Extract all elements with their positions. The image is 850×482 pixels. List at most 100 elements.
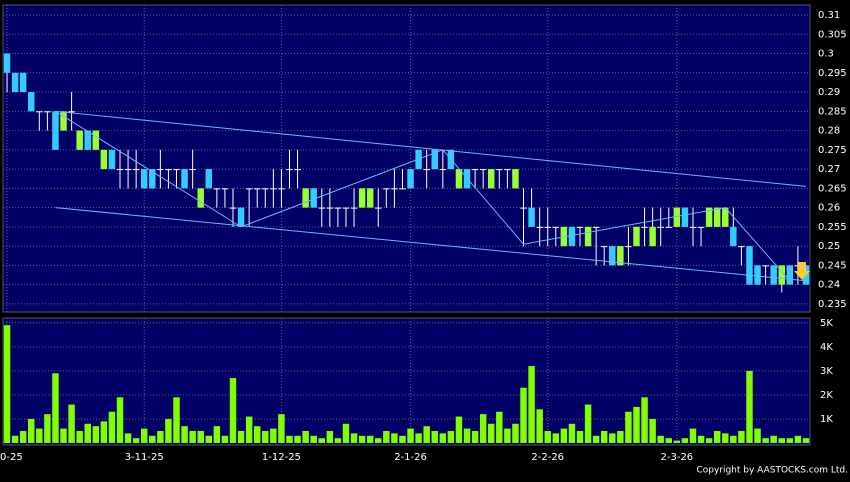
candle-body — [600, 246, 608, 248]
copyright: Copyright by AASTOCKS.com Ltd. — [696, 466, 848, 476]
x-tick-label: 2-3-26 — [661, 452, 694, 463]
candle-body — [375, 207, 382, 209]
y-tick-label: 0.265 — [818, 183, 847, 194]
volume-bar — [310, 435, 317, 443]
y-tick-label: 0.285 — [818, 106, 847, 117]
volume-bar — [181, 426, 188, 443]
volume-bar — [213, 426, 221, 443]
candle-body — [52, 111, 59, 150]
volume-bar — [407, 428, 414, 443]
volume-bar — [641, 397, 648, 443]
volume-bar — [625, 411, 632, 443]
volume-bar — [746, 370, 753, 443]
volume-bar — [84, 423, 91, 443]
candle-body — [253, 188, 261, 190]
candle-body — [568, 226, 576, 247]
candle-body — [536, 226, 543, 228]
volume-bar — [149, 435, 156, 443]
candle-body — [641, 226, 648, 228]
candle-body — [722, 207, 729, 227]
volume-tick-label: 4K — [820, 342, 833, 353]
candle-body — [310, 188, 317, 208]
volume-bar — [665, 438, 673, 443]
volume-bar — [633, 406, 640, 443]
volume-bar — [108, 411, 116, 443]
volume-bar — [697, 435, 705, 443]
candle-body — [479, 169, 487, 171]
candle-body — [730, 226, 737, 247]
volume-bar — [391, 433, 398, 443]
candle-body — [366, 188, 374, 208]
volume-bar — [649, 418, 656, 443]
volume-bar — [366, 435, 374, 443]
volume-bar — [358, 435, 366, 443]
candle-body — [592, 226, 600, 228]
candle-body — [318, 207, 325, 209]
volume-bar — [560, 428, 568, 443]
y-tick-label: 0.295 — [818, 68, 847, 79]
candle-body — [423, 169, 430, 171]
candle-body — [705, 207, 713, 227]
volume-bar — [342, 423, 350, 443]
candle-body — [44, 111, 51, 113]
volume-bar — [802, 438, 810, 443]
candle-body — [689, 226, 697, 228]
candle-body — [278, 188, 285, 190]
volume-bar — [512, 423, 519, 443]
candle-body — [673, 207, 681, 227]
volume-bar — [270, 428, 277, 443]
volume-bar — [504, 428, 511, 443]
candle-body — [439, 169, 447, 171]
candle-body — [713, 207, 721, 227]
volume-bar — [197, 430, 204, 443]
x-tick-label: 2-2-26 — [531, 452, 564, 463]
candle-body — [794, 265, 802, 267]
candle-body — [294, 169, 301, 171]
y-tick-label: 0.275 — [818, 145, 847, 156]
candle-body — [302, 188, 309, 208]
volume-bar — [439, 433, 447, 443]
volume-bar — [770, 435, 777, 443]
volume-bar — [334, 438, 342, 443]
volume-bar — [479, 414, 487, 443]
volume-tick-label: 3K — [820, 366, 833, 377]
volume-bar — [730, 435, 737, 443]
volume-bar — [689, 428, 697, 443]
volume-bar — [221, 435, 229, 443]
candle-body — [140, 169, 148, 189]
volume-bar — [488, 423, 495, 443]
volume-bar — [544, 430, 551, 443]
volume-bar — [681, 438, 689, 443]
candle-body — [60, 111, 67, 131]
volume-bar — [60, 428, 67, 443]
volume-bar — [617, 430, 624, 443]
volume-bar — [496, 411, 503, 443]
volume-bar — [786, 438, 794, 443]
candle-body — [617, 246, 624, 266]
candle-body — [399, 188, 406, 190]
candle-body — [262, 188, 269, 190]
candle-body — [471, 169, 479, 171]
y-tick-label: 0.31 — [818, 10, 840, 21]
volume-bar — [286, 435, 293, 443]
candle-body — [270, 188, 277, 190]
volume-bar — [657, 435, 664, 443]
candle-body — [326, 207, 334, 209]
volume-bar — [762, 438, 769, 443]
candle-body — [512, 169, 519, 189]
volume-bar — [399, 435, 406, 443]
candle-body — [76, 130, 83, 150]
candle-body — [213, 188, 221, 190]
volume-bar — [173, 397, 180, 443]
candle-body — [544, 226, 551, 228]
volume-bar — [44, 414, 51, 443]
volume-bar — [76, 430, 83, 443]
candle-body — [350, 207, 358, 209]
y-tick-label: 0.3 — [818, 49, 834, 60]
volume-bar — [568, 423, 576, 443]
volume-bar — [3, 325, 11, 443]
y-tick-label: 0.25 — [818, 241, 840, 252]
candle-body — [762, 265, 769, 267]
volume-bar — [754, 428, 761, 443]
